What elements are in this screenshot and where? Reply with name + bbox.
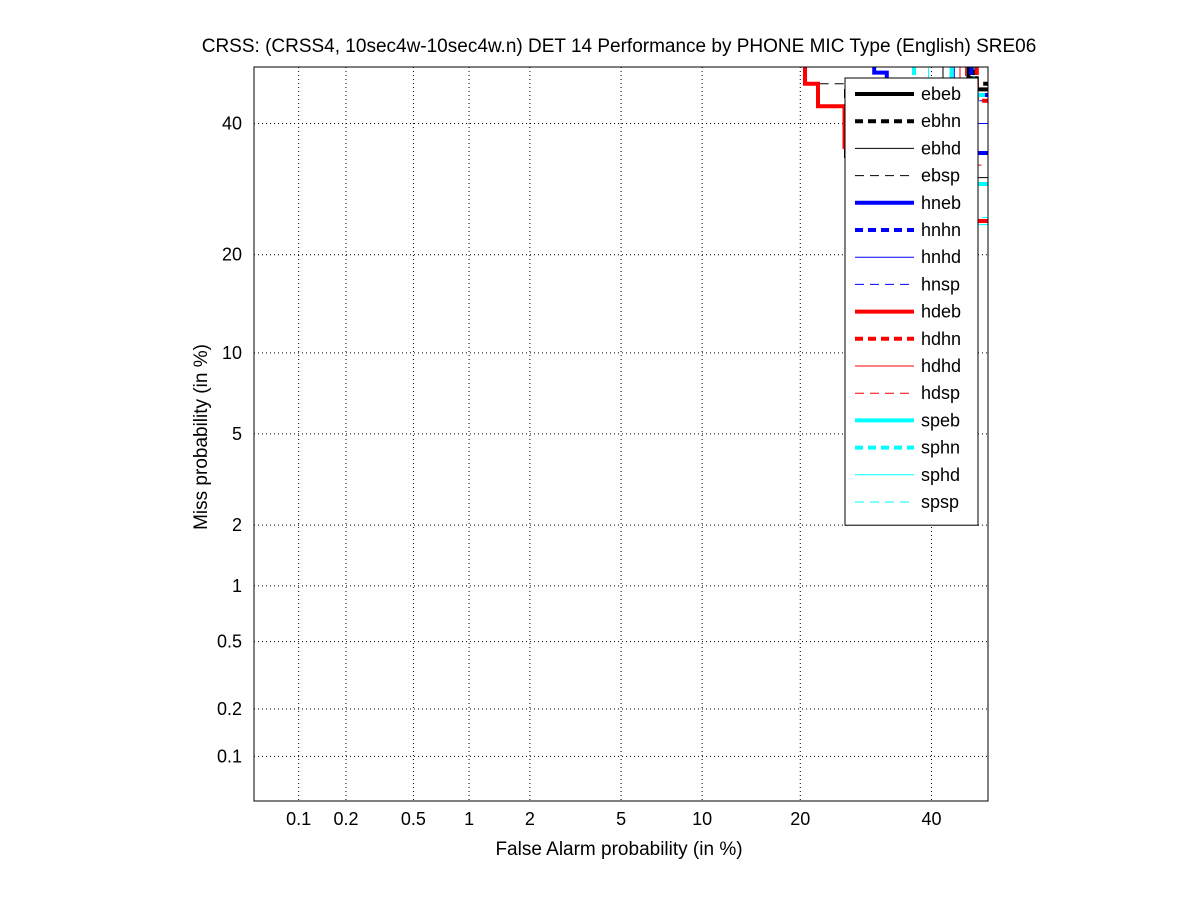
- y-tick-label: 40: [222, 114, 242, 134]
- legend-label-ebhd: ebhd: [921, 138, 961, 158]
- legend-label-ebeb: ebeb: [921, 84, 961, 104]
- legend-label-speb: speb: [921, 410, 960, 430]
- series-line-ebsp: [761, 67, 871, 160]
- legend-label-hdsp: hdsp: [921, 383, 960, 403]
- y-tick-label: 10: [222, 343, 242, 363]
- x-axis-label: False Alarm probability (in %): [495, 839, 742, 860]
- y-tick-label: 0.2: [217, 699, 242, 719]
- legend: ebeb ebhn ebhd ebsp hneb hnhn hnhd hnsp hdeb hdhn…: [844, 77, 979, 526]
- legend-box: [844, 77, 979, 526]
- x-tick-label: 20: [790, 809, 810, 829]
- legend-label-hnsp: hnsp: [921, 274, 960, 294]
- legend-label-hnhd: hnhd: [921, 247, 961, 267]
- legend-label-hnhn: hnhn: [921, 220, 961, 240]
- y-tick-label: 0.1: [217, 746, 242, 766]
- chart-title: CRSS: (CRSS4, 10sec4w-10sec4w.n) DET 14 …: [202, 36, 1037, 57]
- x-tick-label: 5: [616, 809, 626, 829]
- legend-label-hdhd: hdhd: [921, 356, 961, 376]
- y-tick-label: 20: [222, 245, 242, 265]
- plot-frame: [253, 66, 989, 802]
- x-tick-label: 0.5: [401, 809, 426, 829]
- legend-label-ebhn: ebhn: [921, 111, 961, 131]
- y-tick-label: 1: [232, 576, 242, 596]
- tick-labels: 0.1 0.2 0.5 1 2 5 10 20 40 0.1 0.2 0.5 1 2 5 10 20 40: [217, 114, 942, 829]
- x-tick-label: 10: [692, 809, 712, 829]
- y-tick-label: 2: [232, 515, 242, 535]
- x-tick-label: 2: [525, 809, 535, 829]
- legend-label-sphn: sphn: [921, 438, 960, 458]
- y-axis-label: Miss probability (in %): [191, 344, 212, 530]
- x-tick-label: 0.2: [333, 809, 358, 829]
- x-tick-label: 0.1: [286, 809, 311, 829]
- legend-label-hneb: hneb: [921, 193, 961, 213]
- legend-label-hdeb: hdeb: [921, 302, 961, 322]
- legend-label-ebsp: ebsp: [921, 166, 960, 186]
- legend-label-hdhn: hdhn: [921, 329, 961, 349]
- x-tick-label: 40: [921, 809, 941, 829]
- y-tick-label: 0.5: [217, 632, 242, 652]
- legend-label-sphd: sphd: [921, 465, 960, 485]
- x-tick-label: 1: [464, 809, 474, 829]
- y-tick-label: 5: [232, 424, 242, 444]
- legend-label-spsp: spsp: [921, 492, 959, 512]
